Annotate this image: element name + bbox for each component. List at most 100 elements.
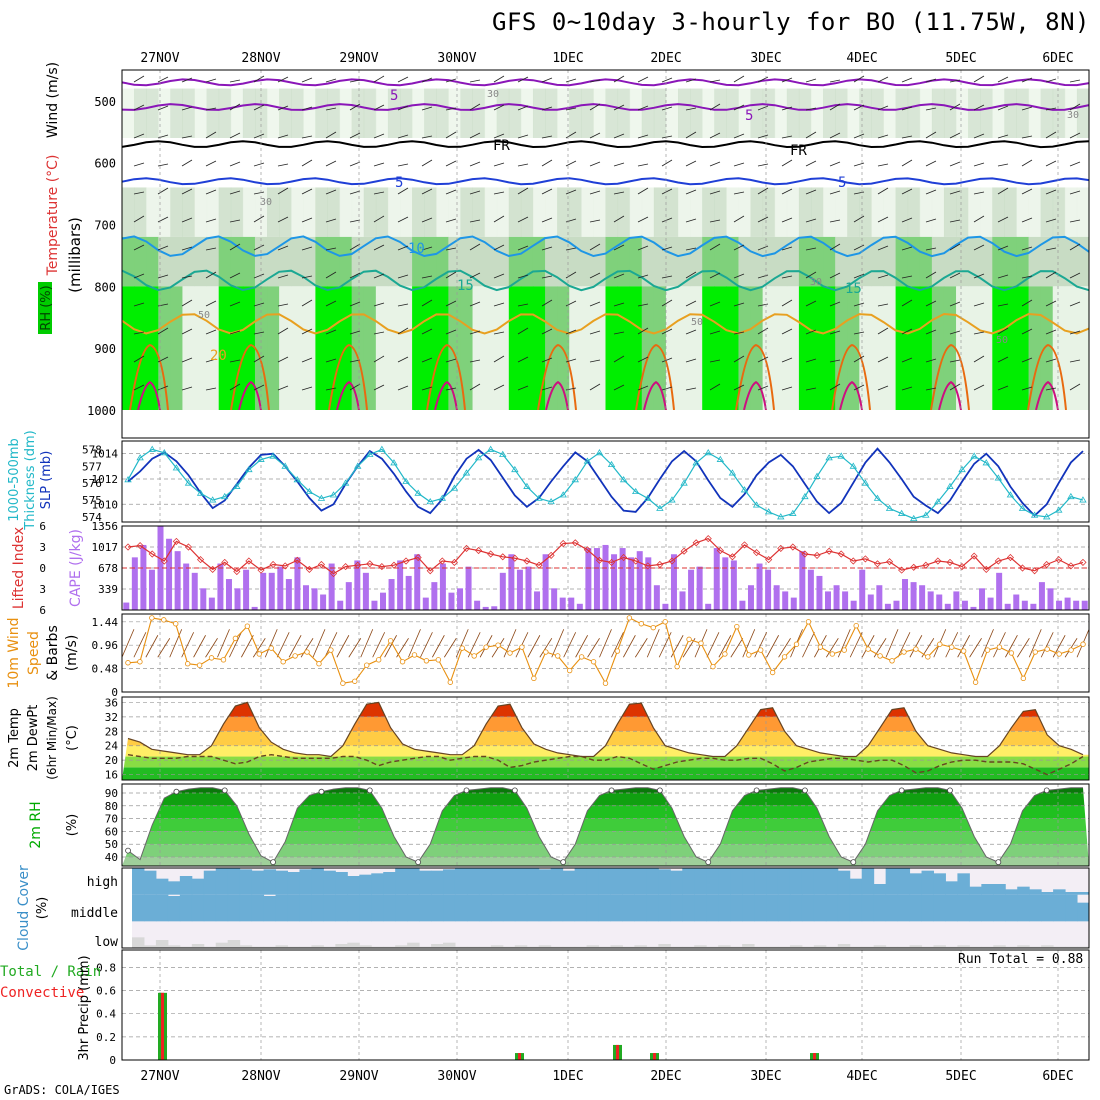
- cloud-bar: [179, 894, 193, 922]
- y-tick-label: 1010: [92, 498, 119, 511]
- isotherm-line: [230, 344, 270, 411]
- wind-barb: [565, 189, 577, 195]
- rh-shade: [230, 236, 244, 287]
- date-tick-label: 5DEC: [945, 1069, 976, 1084]
- rh-shade: [847, 187, 860, 237]
- wind-barb: [877, 327, 889, 335]
- thickness-point: [607, 460, 616, 468]
- wind-speed-point: [471, 653, 477, 659]
- cloud-bar: [371, 873, 384, 895]
- panel-gap: [122, 410, 1089, 438]
- cloud-bar: [311, 894, 324, 922]
- rh-shade: [895, 286, 909, 410]
- wind-speed-point: [1032, 649, 1038, 655]
- li-point: [813, 551, 821, 559]
- li-point: [861, 555, 869, 563]
- rh-shade: [1064, 286, 1078, 410]
- thickness-point: [317, 494, 326, 501]
- wind-barb: [661, 135, 673, 139]
- cloud-bar: [754, 894, 767, 922]
- isotherm-line: [545, 381, 569, 411]
- wind-barb: [565, 78, 577, 83]
- li-point: [305, 565, 313, 573]
- li-point: [426, 567, 434, 575]
- wind-barb: [408, 629, 421, 658]
- li-point: [462, 544, 471, 552]
- thickness-point: [148, 445, 156, 452]
- wind-barb: [312, 629, 326, 658]
- li-point: [233, 567, 241, 576]
- cape-bar: [619, 548, 626, 610]
- cloud-bar: [490, 945, 504, 948]
- wind-barb: [349, 330, 361, 335]
- cloud-bar: [694, 945, 707, 948]
- y-tick-label: 700: [94, 219, 116, 233]
- wind-barb: [445, 329, 457, 335]
- wind-barb: [733, 133, 745, 139]
- thickness-point: [740, 486, 749, 493]
- wind-barb: [661, 106, 673, 111]
- wind-barb: [229, 190, 241, 195]
- cape-bar: [867, 594, 874, 610]
- cloud-bar: [670, 870, 683, 895]
- cloud-bar: [562, 870, 576, 895]
- rh-shade: [460, 187, 474, 237]
- wind-barb: [157, 356, 169, 363]
- wind-barb: [853, 104, 865, 111]
- rh-shade: [122, 236, 135, 287]
- wind-barb: [709, 79, 721, 83]
- wind-barb: [589, 190, 601, 195]
- wind-barb: [646, 629, 660, 658]
- wind-speed-point: [555, 653, 561, 659]
- y-tick-label: 16: [105, 769, 118, 782]
- wind-barb: [709, 161, 721, 167]
- cloud-bar: [263, 946, 277, 948]
- li-point: [801, 550, 809, 558]
- cape-bar: [217, 563, 224, 610]
- wind-barb: [301, 386, 313, 391]
- cloud-bar: [359, 874, 372, 895]
- wind-barb: [397, 105, 409, 111]
- wind-barb: [949, 132, 961, 139]
- rh-shade: [653, 88, 667, 138]
- contour-label: 50: [996, 335, 1008, 346]
- wind-barb: [541, 328, 553, 335]
- precip-conv-bar: [653, 1053, 656, 1060]
- li-point: [487, 550, 495, 558]
- wind-speed-point: [328, 647, 334, 653]
- cloud-bar: [143, 894, 157, 922]
- cloud-bar: [526, 946, 540, 948]
- rh-shade: [520, 236, 534, 287]
- rh-point: [898, 787, 905, 794]
- cloud-bar: [658, 894, 671, 922]
- wind-barb: [997, 245, 1009, 251]
- rh-shade: [762, 88, 776, 138]
- wind-barb: [205, 78, 217, 83]
- cloud-bar: [287, 894, 300, 922]
- wind-barb: [685, 160, 697, 167]
- rh-shade: [859, 88, 872, 138]
- wind-speed-point: [125, 660, 131, 666]
- rh-shade: [992, 88, 1005, 138]
- rh-band: [122, 844, 1089, 858]
- rh-shade: [968, 187, 981, 237]
- li-point: [898, 566, 906, 574]
- wind-barb: [1069, 190, 1081, 195]
- wind-barb: [373, 273, 385, 279]
- rh-point: [995, 859, 1002, 866]
- wind-barb: [1021, 357, 1033, 363]
- rh-shade: [520, 286, 534, 410]
- isotherm-line: [831, 344, 871, 411]
- wind-barb: [853, 355, 865, 363]
- rh-shade: [508, 236, 522, 287]
- isotherm-line: [743, 381, 767, 411]
- rh-shade: [146, 236, 159, 287]
- contour-label: 5: [838, 175, 846, 191]
- thickness-point: [1067, 492, 1075, 500]
- rh-shade: [242, 236, 256, 287]
- cloud-bar: [550, 894, 564, 922]
- wind-barb: [551, 629, 565, 658]
- date-tick-label: 4DEC: [846, 1069, 877, 1084]
- wind-barb: [637, 216, 649, 223]
- wind-barb: [277, 356, 289, 363]
